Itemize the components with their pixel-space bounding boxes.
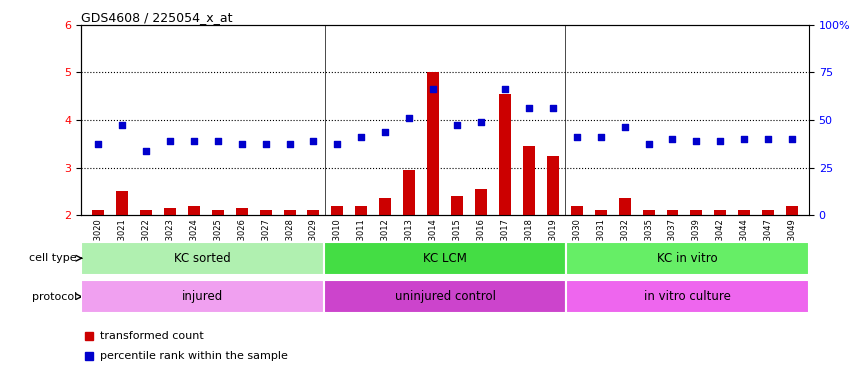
Point [522,105,536,111]
Bar [283,210,295,215]
Point [259,141,272,147]
Point [92,141,105,147]
Point [570,134,584,140]
Bar [324,242,567,275]
Text: protocol: protocol [32,291,77,302]
Point [594,134,608,140]
Bar [739,210,750,215]
Bar [667,210,679,215]
Point [546,105,560,111]
Bar [451,196,463,215]
Bar [547,156,559,215]
Bar [523,146,535,215]
Bar [567,242,809,275]
Point [761,136,775,142]
Bar [643,210,655,215]
Point [116,122,129,128]
Bar [571,205,583,215]
Bar [235,208,247,215]
Bar [355,205,367,215]
Bar [307,210,319,215]
Bar [187,205,199,215]
Text: KC LCM: KC LCM [423,252,467,265]
Bar [116,191,128,215]
Point [474,119,488,126]
Bar [595,210,607,215]
Point [235,141,248,147]
Point [354,134,368,140]
Point [282,141,296,147]
Bar [403,170,415,215]
Point [402,114,416,121]
Bar [211,210,223,215]
Point [690,138,704,144]
Text: GDS4608 / 225054_x_at: GDS4608 / 225054_x_at [81,12,233,25]
Point [330,141,344,147]
Bar [762,210,774,215]
Point [498,86,512,92]
Point [642,141,656,147]
Bar [163,208,175,215]
Text: uninjured control: uninjured control [395,290,496,303]
Bar [567,280,809,313]
Point [666,136,680,142]
Bar [786,205,798,215]
Text: percentile rank within the sample: percentile rank within the sample [99,351,288,361]
Bar [475,189,487,215]
Bar [715,210,727,215]
Point [306,138,320,144]
Text: KC sorted: KC sorted [175,252,231,265]
Point [785,136,799,142]
Point [738,136,752,142]
Point [714,138,728,144]
Point [187,138,200,144]
Text: cell type: cell type [29,253,77,263]
Bar [259,210,271,215]
Point [211,138,224,144]
Point [618,124,632,130]
Point [450,122,464,128]
Bar [427,73,439,215]
Bar [691,210,703,215]
Bar [140,210,152,215]
Bar [81,280,324,313]
Bar [92,210,104,215]
Point [378,129,392,135]
Bar [499,94,511,215]
Bar [81,242,324,275]
Bar [379,199,391,215]
Bar [619,199,631,215]
Bar [324,280,567,313]
Text: KC in vitro: KC in vitro [657,252,718,265]
Bar [331,205,343,215]
Text: injured: injured [182,290,223,303]
Point [426,86,440,92]
Point [163,138,176,144]
Text: in vitro culture: in vitro culture [645,290,731,303]
Text: transformed count: transformed count [99,331,203,341]
Point [139,148,152,154]
